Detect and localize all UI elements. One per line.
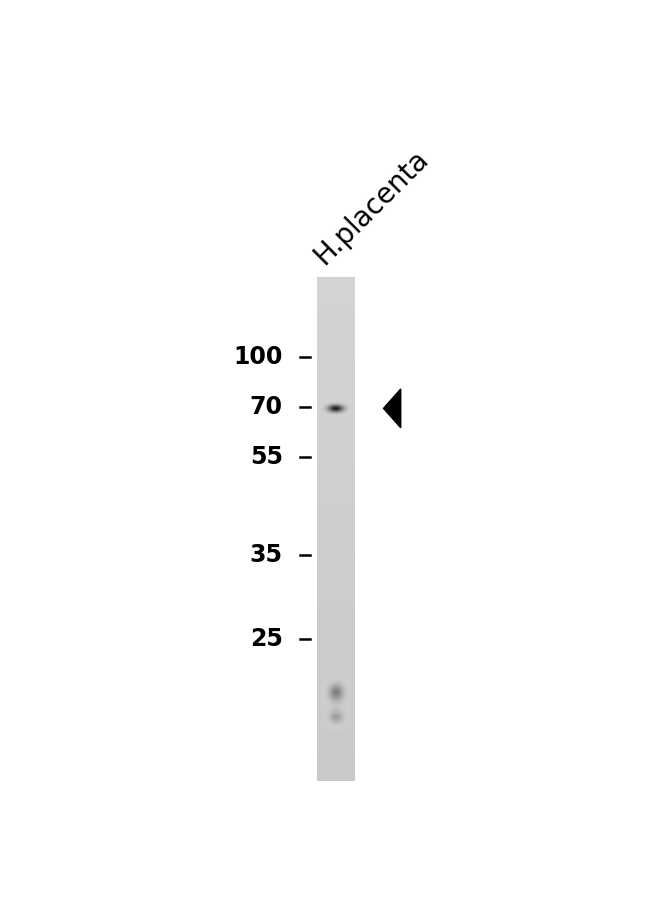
Polygon shape — [384, 389, 401, 427]
Text: 25: 25 — [250, 627, 283, 651]
Text: H.placenta: H.placenta — [308, 145, 434, 270]
Text: 70: 70 — [250, 395, 283, 419]
Text: 35: 35 — [250, 543, 283, 567]
Text: 100: 100 — [233, 345, 283, 369]
Text: 55: 55 — [250, 445, 283, 469]
